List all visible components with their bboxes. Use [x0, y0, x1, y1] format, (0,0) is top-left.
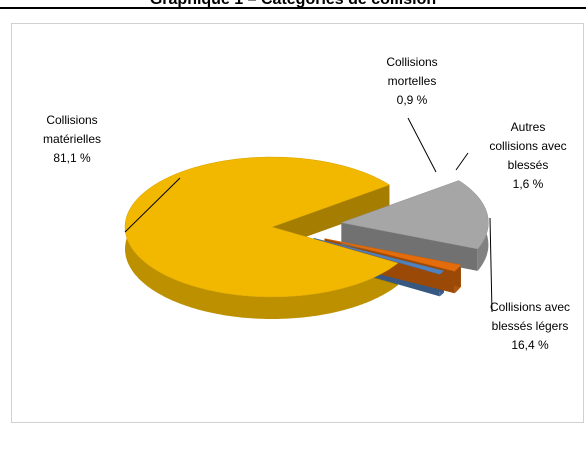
- leader-line: [408, 118, 436, 172]
- slice-label: Collisions matérielles 81,1 %: [43, 113, 101, 165]
- leader-line: [456, 153, 468, 170]
- slice-label: Collisions mortelles 0,9 %: [386, 55, 437, 107]
- slice-label: Collisions avec blessés légers 16,4 %: [490, 300, 570, 352]
- slice-label: Autres collisions avec blessés 1,6 %: [489, 120, 566, 191]
- leader-line: [490, 218, 492, 312]
